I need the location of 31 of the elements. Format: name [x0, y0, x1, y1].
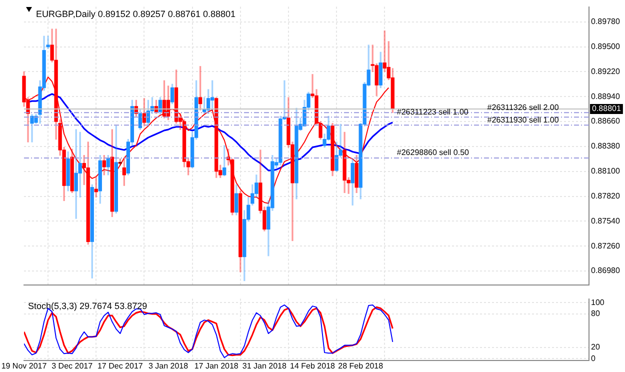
y-tick-label: 0.87540: [591, 216, 620, 226]
y-tick-label: 80: [591, 309, 600, 318]
y-tick-label: 0.89780: [591, 17, 620, 26]
y-tick-label: 0.88940: [591, 92, 620, 101]
y-tick-label: 0.88380: [591, 142, 620, 151]
candlestick: [46, 36, 50, 49]
y-tick-label: 0.88660: [591, 116, 620, 126]
x-tick-label: 17 Dec 2017: [97, 361, 144, 370]
x-tick-label: 19 Nov 2017: [1, 361, 48, 370]
chart-title: Stoch(5,3,3) 29.7674 53.8729: [28, 300, 148, 311]
ref-line-label: #26311223 sell 1.00: [396, 107, 469, 116]
x-tick-label: 3 Dec 2017: [52, 361, 94, 370]
ref-line-label: #26311326 sell 2.00: [487, 102, 560, 112]
x-tick-label: 31 Jan 2018: [242, 361, 287, 370]
y-tick-label: 0: [591, 354, 596, 363]
y-tick-label: 0.86980: [591, 266, 620, 276]
y-tick-label: 0.89500: [591, 42, 620, 52]
y-tick-label: 20: [591, 342, 600, 352]
x-tick-label: 14 Feb 2018: [290, 361, 336, 370]
x-tick-label: 17 Jan 2018: [194, 361, 239, 370]
x-tick-label: 3 Jan 2018: [148, 361, 189, 370]
y-tick-label: 0.87820: [591, 191, 620, 200]
x-tick-label: 28 Feb 2018: [338, 361, 384, 370]
ref-line-label: #26311930 sell 1.00: [487, 115, 560, 124]
chart-title: EURGBP,Daily 0.89152 0.89257 0.88761 0.88801: [36, 8, 236, 19]
y-tick-label: 0.89220: [591, 66, 620, 76]
y-tick-label: 0.87260: [591, 241, 620, 250]
y-tick-label: 100: [591, 298, 605, 307]
ref-line-label: 0.88801: [592, 104, 622, 114]
ref-line-label: #26298860 sell 0.50: [396, 148, 470, 158]
y-tick-label: 0.88100: [591, 166, 620, 176]
